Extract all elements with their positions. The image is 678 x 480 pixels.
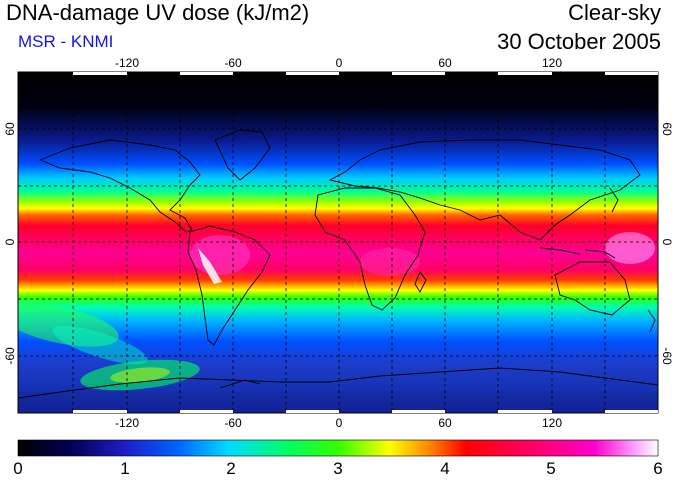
colorbar <box>17 439 659 457</box>
colorbar-label: 5 <box>546 459 555 478</box>
date-label: 30 October 2005 <box>497 29 661 54</box>
frame-ticks <box>73 72 658 413</box>
top-lon-label: 120 <box>542 56 562 70</box>
left-lat-label: -60 <box>3 347 17 365</box>
graticule <box>18 72 658 413</box>
dose-field <box>18 72 658 413</box>
colorbar-label: 6 <box>653 459 662 478</box>
right-lat-label: -60 <box>660 347 674 365</box>
bottom-lon-label: 120 <box>542 416 562 430</box>
colorbar-label: 2 <box>226 459 235 478</box>
colorbar-label: 3 <box>333 459 342 478</box>
sky-condition-label: Clear-sky <box>568 0 661 25</box>
top-lon-label: 0 <box>336 56 343 70</box>
map-title: DNA-damage UV dose (kJ/m2) <box>6 0 310 25</box>
top-lon-label: -120 <box>115 56 139 70</box>
top-lon-label: -60 <box>224 56 242 70</box>
top-lon-label: 60 <box>438 56 452 70</box>
bottom-lon-label: -120 <box>115 416 139 430</box>
right-lat-label: 0 <box>660 239 674 246</box>
colorbar-label: 0 <box>13 459 22 478</box>
right-lat-label: 60 <box>660 122 674 136</box>
bottom-lon-label: -60 <box>224 416 242 430</box>
bottom-lon-label: 0 <box>336 416 343 430</box>
left-lat-label: 60 <box>3 122 17 136</box>
left-lat-label: 0 <box>3 238 17 245</box>
source-label: MSR - KNMI <box>18 32 114 51</box>
colorbar-label: 1 <box>120 459 129 478</box>
bottom-lon-label: 60 <box>438 416 452 430</box>
colorbar-label: 4 <box>440 459 449 478</box>
